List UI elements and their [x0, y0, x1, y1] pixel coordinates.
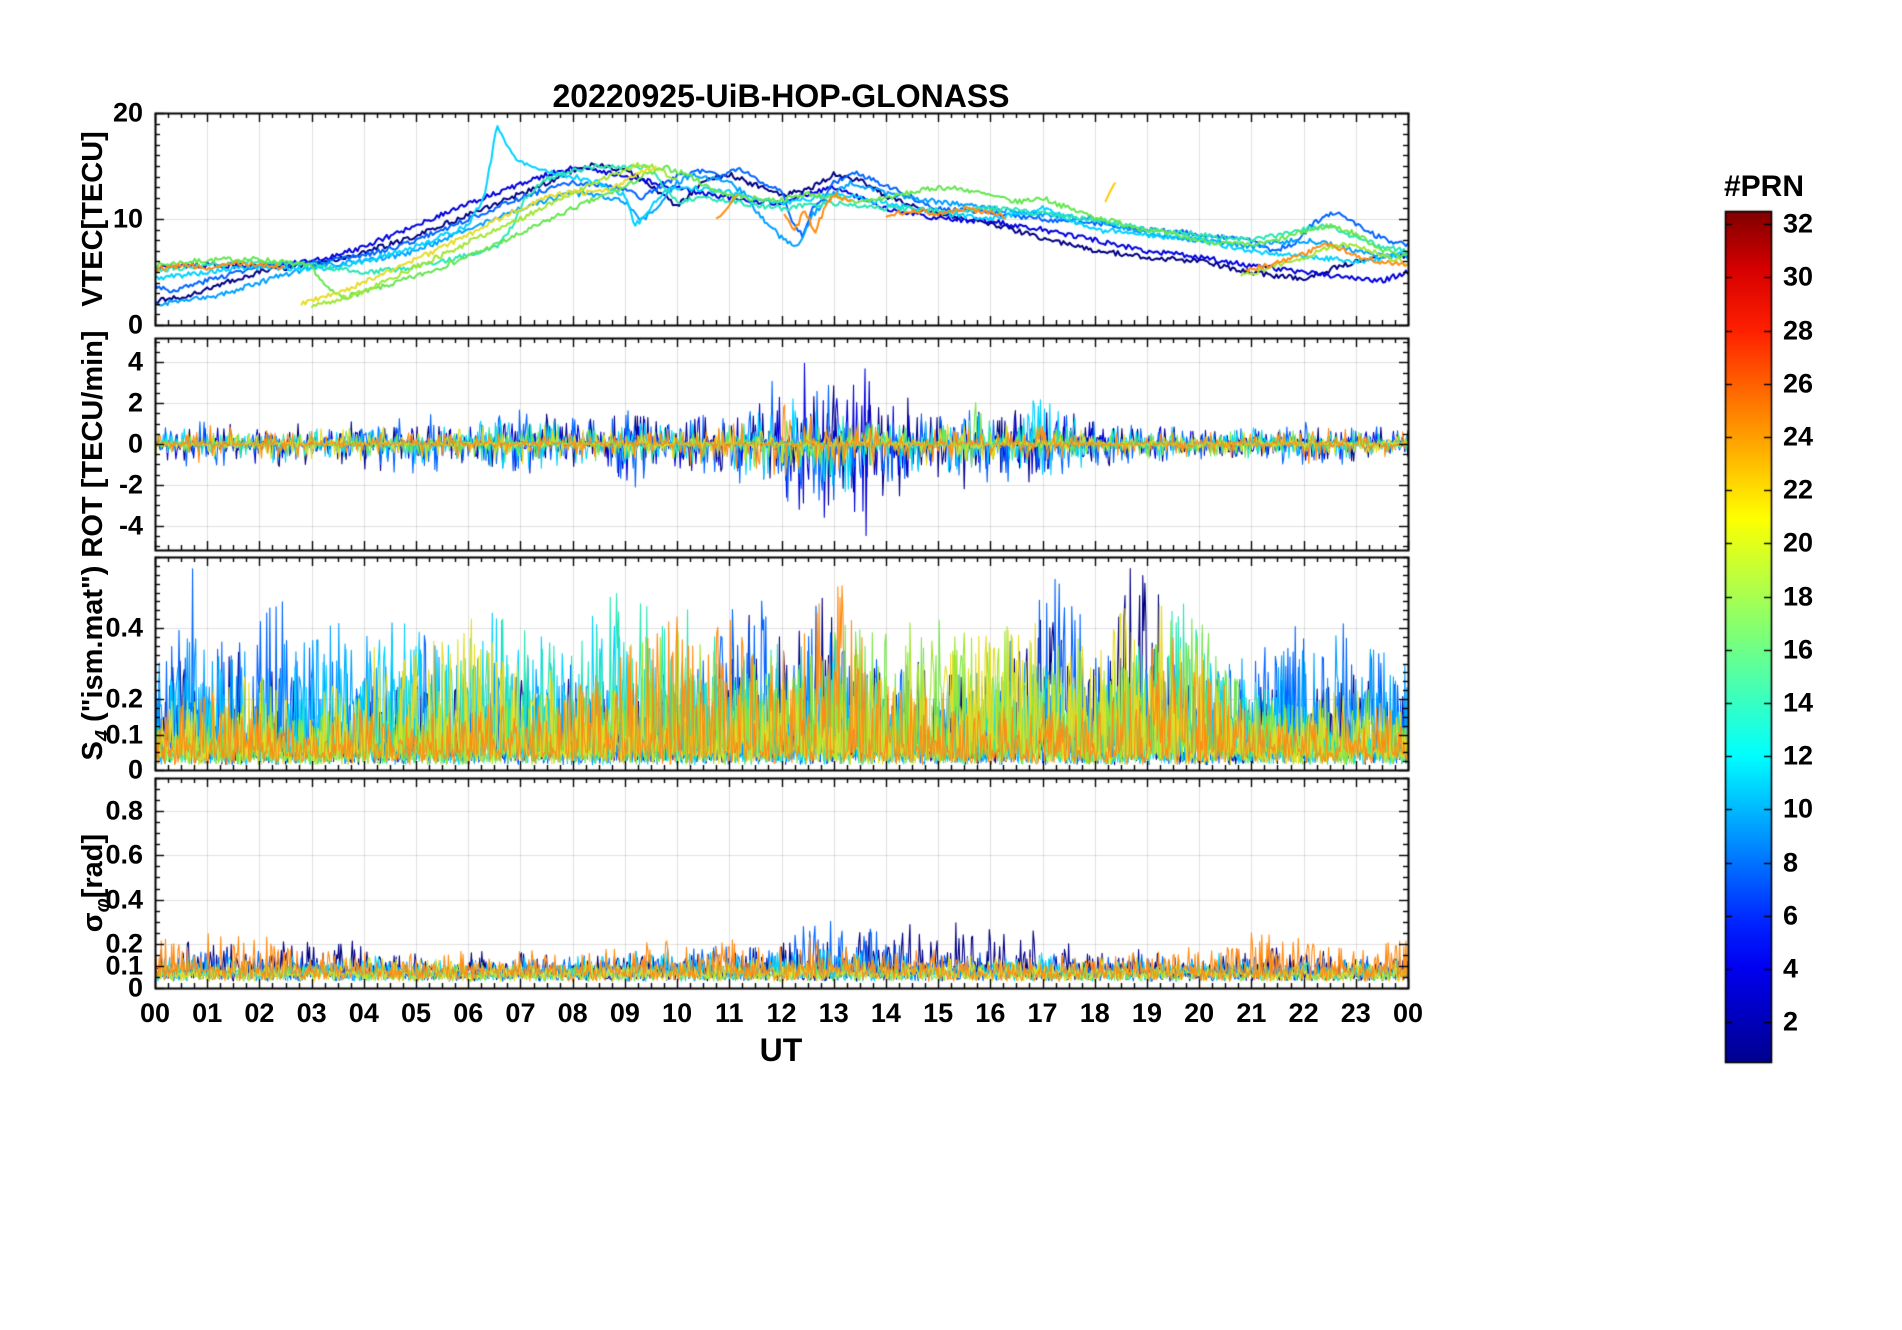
- x-tick-label: 09: [609, 998, 640, 1028]
- y-axis-label-rot: ROT [TECU/min]: [77, 330, 115, 557]
- y-tick-label: 0: [127, 309, 143, 340]
- x-tick-label: 19: [1131, 998, 1162, 1028]
- x-tick-label: 01: [192, 998, 223, 1028]
- colorbar-tick-label: 20: [1783, 527, 1814, 558]
- x-tick-label: 18: [1079, 998, 1110, 1028]
- x-tick-label: 21: [1236, 998, 1267, 1028]
- x-tick-label: 00: [139, 998, 171, 1028]
- y-tick-label: 0.1: [105, 719, 143, 749]
- y-tick-label: -4: [118, 510, 143, 541]
- y-tick-label: 0.8: [105, 795, 143, 826]
- y-tick-label: 0.2: [105, 683, 143, 714]
- y-tick-label: 0: [127, 428, 143, 459]
- colorbar-tick-label: 24: [1783, 421, 1814, 452]
- y-tick-label: 10: [112, 203, 143, 234]
- x-tick-label: 02: [244, 998, 275, 1028]
- y-axis-label-sigma-post: [rad]: [77, 833, 110, 899]
- colorbar-tick-label: 16: [1783, 634, 1814, 665]
- colorbar-tick-label: 28: [1783, 315, 1814, 346]
- colorbar-tick-label: 18: [1783, 581, 1814, 612]
- x-tick-label: 06: [453, 998, 484, 1028]
- colorbar-tick-label: 14: [1783, 687, 1814, 718]
- y-axis-label-s4-text: S: [77, 741, 110, 761]
- colorbar-tick-label: 30: [1783, 261, 1814, 292]
- x-axis-label: UT: [759, 1032, 803, 1068]
- y-tick-label: -2: [118, 469, 143, 500]
- y-axis-label-s4-post: ("ism.mat"): [77, 565, 110, 731]
- colorbar-tick-label: 26: [1783, 368, 1814, 399]
- x-tick-label: 00: [1392, 998, 1424, 1028]
- y-tick-label: 0.6: [105, 839, 143, 870]
- x-tick-label: 14: [870, 998, 901, 1028]
- y-tick-label: 2: [127, 387, 143, 418]
- x-tick-label: 23: [1340, 998, 1371, 1028]
- colorbar-tick-label: 4: [1783, 953, 1799, 984]
- y-axis-label-vtec: VTEC[TECU]: [77, 131, 115, 307]
- y-tick-label: 0: [127, 754, 143, 785]
- colorbar-title: #PRN: [1723, 170, 1805, 203]
- x-tick-label: 13: [818, 998, 849, 1028]
- colorbar-tick-label: 6: [1783, 900, 1799, 931]
- x-tick-label: 22: [1288, 998, 1319, 1028]
- y-axis-label-sigma-text: σ: [77, 912, 110, 933]
- y-tick-label: 0: [127, 972, 143, 1003]
- x-tick-label: 11: [715, 998, 744, 1028]
- colorbar-tick-label: 32: [1783, 208, 1814, 239]
- x-tick-label: 05: [401, 998, 432, 1028]
- x-tick-label: 08: [557, 998, 588, 1028]
- x-tick-label: 03: [296, 998, 327, 1028]
- colorbar-tick-label: 12: [1783, 740, 1814, 771]
- x-tick-label: 10: [662, 998, 693, 1028]
- x-tick-label: 07: [505, 998, 536, 1028]
- y-tick-label: 0.4: [105, 884, 143, 915]
- colorbar-tick-label: 10: [1783, 793, 1814, 824]
- y-tick-label: 4: [127, 346, 143, 377]
- x-tick-label: 17: [1027, 998, 1058, 1028]
- y-tick-label: 20: [112, 97, 143, 128]
- colorbar-tick-label: 8: [1783, 847, 1799, 878]
- x-tick-label: 16: [975, 998, 1006, 1028]
- y-axis-label-rot-text: ROT [TECU/min]: [77, 330, 110, 558]
- colorbar-tick-label: 2: [1783, 1006, 1799, 1037]
- x-tick-label: 15: [923, 998, 954, 1028]
- x-tick-label: 20: [1184, 998, 1215, 1028]
- chart-title: 20220925-UiB-HOP-GLONASS: [552, 78, 1010, 114]
- y-tick-label: 0.4: [105, 612, 143, 643]
- y-tick-label: 0.1: [105, 950, 143, 981]
- y-tick-label: 0.2: [105, 928, 143, 959]
- y-axis-label-vtec-text: VTEC[TECU]: [77, 131, 110, 307]
- x-tick-label: 04: [348, 998, 379, 1028]
- colorbar-tick-label: 22: [1783, 474, 1814, 505]
- x-tick-label: 12: [766, 998, 797, 1028]
